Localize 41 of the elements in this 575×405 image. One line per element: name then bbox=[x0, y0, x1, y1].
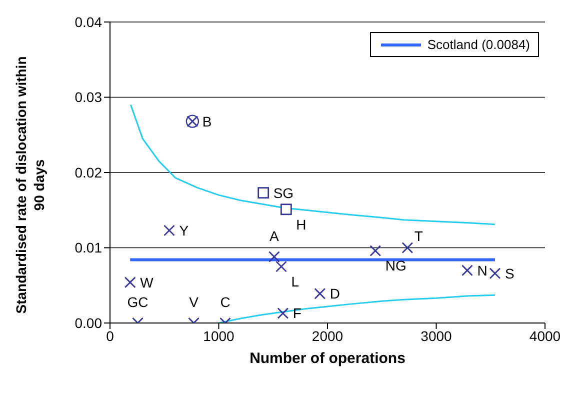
point bbox=[280, 204, 292, 216]
point bbox=[277, 308, 289, 319]
point bbox=[370, 245, 382, 256]
point bbox=[258, 187, 270, 199]
y-tick-label: 0.02 bbox=[74, 164, 102, 180]
point bbox=[124, 276, 136, 288]
y-axis-title: Standardised rate of dislocation within 90 days bbox=[13, 56, 47, 314]
point bbox=[268, 251, 280, 262]
annotation: A bbox=[270, 228, 280, 244]
legend-label: Scotland (0.0084) bbox=[427, 37, 530, 52]
point bbox=[314, 288, 326, 300]
x-tick-label: 0 bbox=[106, 328, 114, 344]
y-tick-label: 0.01 bbox=[74, 240, 102, 256]
annotation: C bbox=[220, 294, 230, 310]
annotation: V bbox=[189, 294, 200, 310]
annotation: N bbox=[477, 262, 488, 278]
annotation: NG bbox=[385, 258, 406, 274]
annotation: GC bbox=[127, 294, 148, 310]
point bbox=[489, 268, 501, 280]
point bbox=[462, 264, 473, 276]
annotation: T bbox=[414, 228, 424, 244]
point bbox=[164, 224, 175, 236]
y-tick-label: 0.04 bbox=[74, 14, 102, 30]
annotation: SG bbox=[273, 184, 294, 201]
annotation: L bbox=[291, 274, 300, 290]
x-tick-label: 1000 bbox=[203, 328, 235, 344]
x-axis-title: Number of operations bbox=[250, 350, 406, 367]
annotation: S bbox=[504, 265, 514, 282]
x-tick-label: 2000 bbox=[312, 328, 344, 344]
annotation: B bbox=[202, 113, 212, 130]
y-tick-label: 0.00 bbox=[74, 314, 102, 331]
y-tick-label: 0.03 bbox=[74, 89, 102, 106]
x-tick-label: 3000 bbox=[420, 328, 452, 344]
point bbox=[186, 114, 200, 128]
x-tick-label: 4000 bbox=[529, 328, 561, 344]
point bbox=[276, 260, 287, 272]
annotation: Y bbox=[179, 222, 190, 238]
annotation: D bbox=[330, 286, 340, 302]
annotation: W bbox=[140, 274, 154, 290]
annotation: H bbox=[296, 216, 306, 232]
point bbox=[402, 242, 414, 254]
